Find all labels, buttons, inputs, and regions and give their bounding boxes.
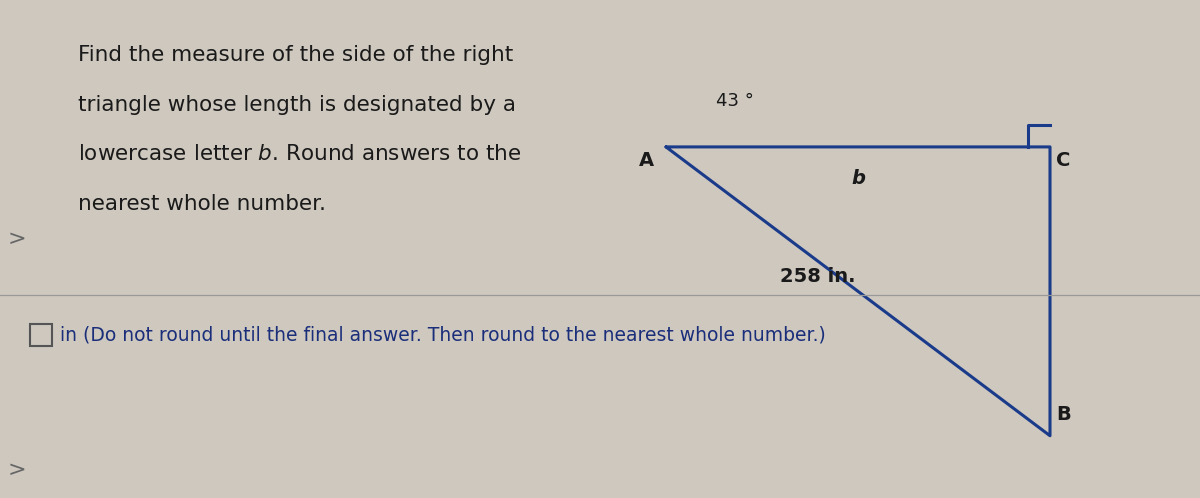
Text: >: > — [8, 460, 26, 480]
Text: b: b — [851, 168, 865, 188]
Text: B: B — [1056, 405, 1070, 424]
Text: Find the measure of the side of the right: Find the measure of the side of the righ… — [78, 45, 514, 65]
Text: lowercase letter $b$. Round answers to the: lowercase letter $b$. Round answers to t… — [78, 144, 521, 164]
Text: C: C — [1056, 150, 1070, 169]
Text: 43 °: 43 ° — [716, 92, 754, 110]
Text: >: > — [8, 229, 26, 249]
Text: nearest whole number.: nearest whole number. — [78, 194, 326, 214]
Text: triangle whose length is designated by a: triangle whose length is designated by a — [78, 95, 516, 115]
Text: 258 in.: 258 in. — [780, 267, 856, 286]
Text: A: A — [638, 150, 654, 169]
Bar — [30, 324, 52, 346]
Text: in (Do not round until the final answer. Then round to the nearest whole number.: in (Do not round until the final answer.… — [60, 326, 826, 345]
